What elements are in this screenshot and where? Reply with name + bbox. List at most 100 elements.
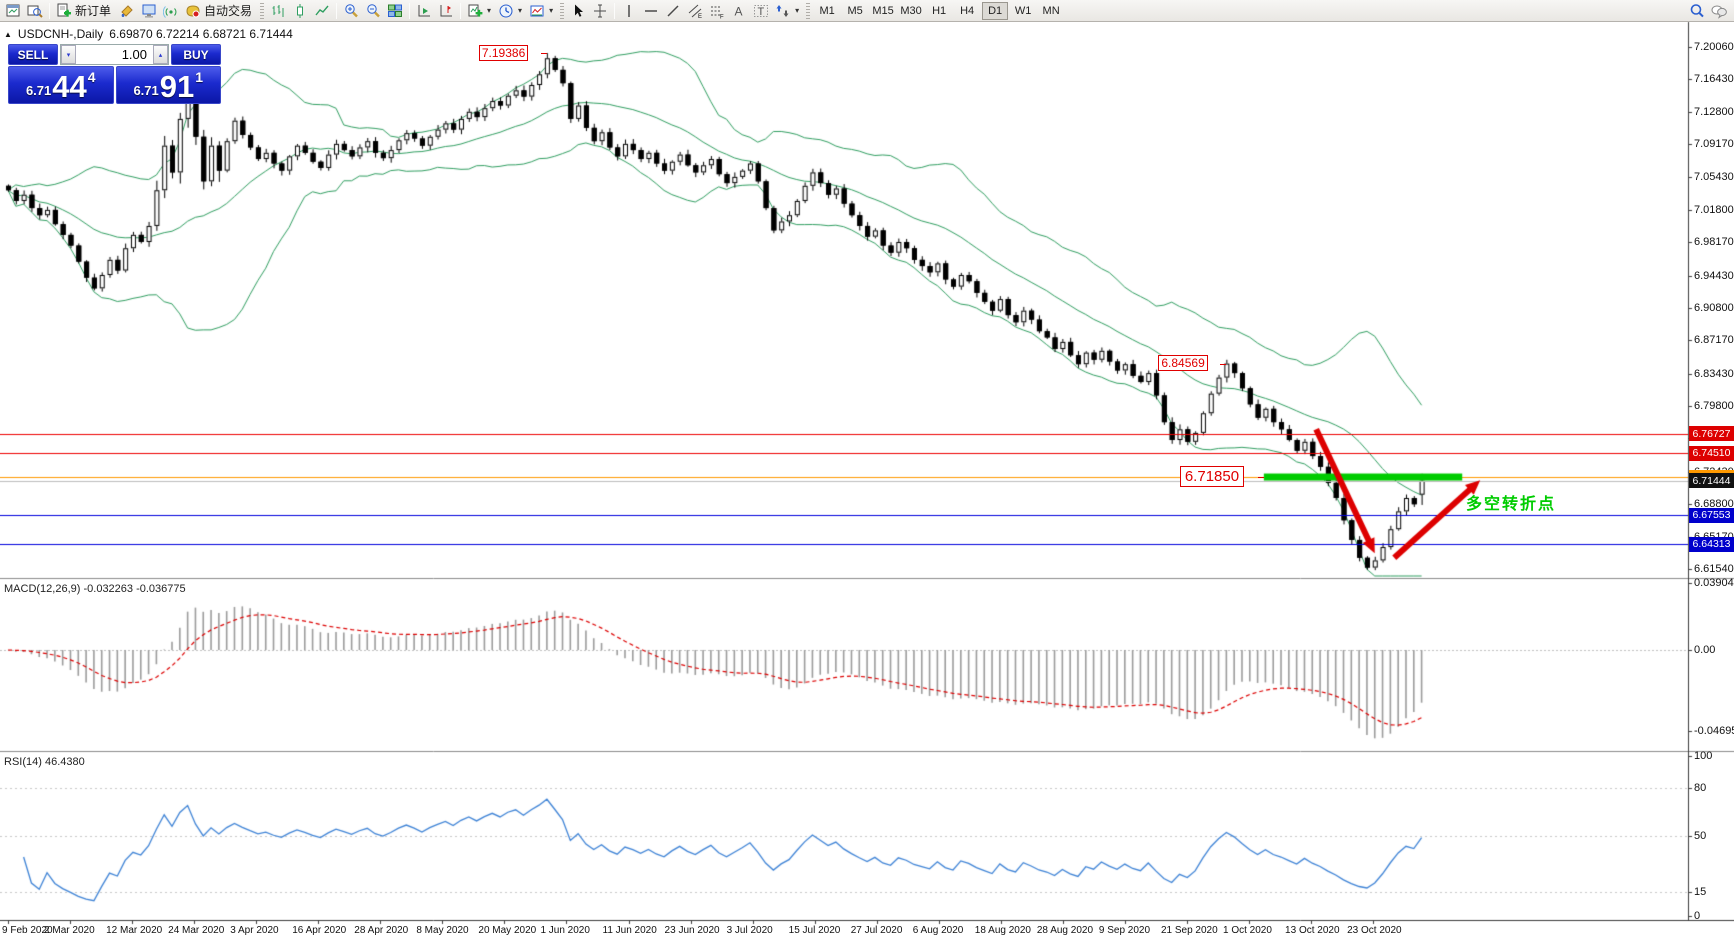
timeframe-w1[interactable]: W1 (1010, 2, 1036, 20)
fibonacci-icon: F (709, 3, 725, 20)
text-label-button[interactable]: T (750, 1, 772, 21)
price-annotation-label: 6.84569 (1158, 355, 1208, 372)
equidistant-channel-button[interactable]: E (684, 1, 706, 21)
caret-up-icon: ▴ (158, 51, 163, 59)
rsi-axis-label: 0 (1694, 910, 1701, 922)
chevron-down-icon[interactable]: ▾ (518, 6, 523, 15)
magnifier-window-button[interactable] (24, 1, 46, 21)
chart-shift-button[interactable] (435, 1, 457, 21)
toolbar-separator (49, 2, 50, 19)
vertical-line-button[interactable] (618, 1, 640, 21)
vertical-line-icon (621, 3, 637, 19)
indicators-button[interactable]: ▾ (464, 1, 495, 21)
timeframe-h4[interactable]: H4 (954, 2, 980, 20)
date-axis-label: 1 Oct 2020 (1223, 925, 1272, 936)
chevron-down-icon[interactable]: ▾ (795, 6, 800, 15)
auto-scroll-button[interactable] (413, 1, 435, 21)
timeframe-mn[interactable]: MN (1038, 2, 1064, 20)
volume-input[interactable]: 1.00 (76, 45, 153, 64)
search-button[interactable] (1686, 1, 1708, 21)
buy-price-display[interactable]: 6.71 91 1 (115, 66, 221, 104)
macd-values: -0.032263 -0.036775 (83, 583, 186, 595)
horizontal-line-icon (643, 3, 659, 19)
price-level-badge: 6.67553 (1689, 507, 1734, 523)
styler-button[interactable] (116, 1, 138, 21)
toolbar-drag-handle[interactable] (806, 2, 811, 19)
templates-button[interactable]: ▾ (526, 1, 557, 21)
candle-chart-button[interactable] (289, 1, 311, 21)
toolbar: 新订单 自动交易 ▾ ▾ ▾ E F A T ▾ M1 M5 M15 M30 H1 H4 D1 W1 MN (0, 0, 1734, 22)
rsi-axis-label: 50 (1694, 830, 1707, 842)
timeframe-d1[interactable]: D1 (982, 1, 1009, 20)
trendline-button[interactable] (662, 1, 684, 21)
rsi-pane-label: RSI(14) 46.4380 (4, 756, 85, 768)
chat-icon (1711, 3, 1727, 19)
date-axis-label: 6 Aug 2020 (912, 925, 964, 936)
date-axis-label: 23 Oct 2020 (1347, 925, 1402, 936)
zoom-in-button[interactable] (340, 1, 362, 21)
chevron-down-icon[interactable]: ▾ (487, 6, 492, 15)
volume-control: ▾ 1.00 ▴ (60, 44, 169, 65)
line-chart-button[interactable] (311, 1, 333, 21)
timeframe-m5[interactable]: M5 (842, 2, 868, 20)
toolbar-drag-handle[interactable] (560, 2, 565, 19)
sell-button[interactable]: SELL (8, 44, 58, 65)
timeframe-m15[interactable]: M15 (870, 2, 896, 20)
timeframe-h1[interactable]: H1 (926, 2, 952, 20)
date-axis-label: 11 Jun 2020 (602, 925, 657, 936)
toolbar-separator (460, 2, 462, 19)
terminal-icon (141, 3, 157, 19)
price-axis-label: 6.79800 (1694, 400, 1734, 413)
price-axis-label: 6.61540 (1694, 562, 1734, 575)
chart-shift-icon (438, 3, 454, 19)
periods-button[interactable]: ▾ (495, 1, 526, 21)
toolbar-separator (614, 2, 616, 19)
chart-ohlc-values: 6.69870 6.72214 6.68721 6.71444 (109, 27, 293, 41)
chat-button[interactable] (1708, 1, 1730, 21)
arrows-button[interactable]: ▾ (772, 1, 803, 21)
chevron-down-icon[interactable]: ▾ (549, 6, 554, 15)
horizontal-line-button[interactable] (640, 1, 662, 21)
new-order-label: 新订单 (75, 4, 112, 18)
new-order-button[interactable]: 新订单 (53, 1, 116, 21)
crosshair-icon (592, 3, 608, 19)
equidistant-channel-icon: E (687, 3, 703, 20)
macd-pane-label: MACD(12,26,9) -0.032263 -0.036775 (4, 583, 186, 595)
macd-axis-label: 0.00 (1694, 644, 1716, 656)
price-axis-label: 6.98170 (1694, 236, 1734, 249)
chart-window-button[interactable] (2, 1, 24, 21)
svg-text:F: F (720, 14, 724, 19)
price-level-badge: 6.71444 (1689, 473, 1734, 489)
date-axis-label: 20 May 2020 (478, 925, 537, 936)
date-axis-label: 24 Mar 2020 (168, 925, 225, 936)
crosshair-button[interactable] (589, 1, 611, 21)
tile-windows-button[interactable] (384, 1, 406, 21)
autotrade-button[interactable]: 自动交易 (182, 1, 257, 21)
zoom-in-icon (343, 3, 359, 19)
timeframe-m1[interactable]: M1 (814, 2, 840, 20)
annotation-note: 多空转折点 (1466, 496, 1557, 513)
volume-decrease-button[interactable]: ▾ (61, 45, 76, 64)
price-annotation-label: 6.71850 (1179, 466, 1245, 488)
bar-chart-button[interactable] (267, 1, 289, 21)
signals-button[interactable] (160, 1, 182, 21)
rsi-value: 46.4380 (44, 756, 85, 768)
buy-price-sup: 1 (195, 69, 204, 85)
terminal-button[interactable] (138, 1, 160, 21)
text-button[interactable]: A (728, 1, 750, 21)
collapse-triangle-icon: ▲ (4, 29, 12, 39)
buy-button[interactable]: BUY (171, 44, 221, 65)
cursor-button[interactable] (567, 1, 589, 21)
periods-icon (498, 3, 514, 19)
sell-price-display[interactable]: 6.71 44 4 (8, 66, 114, 104)
price-level-badge: 6.64313 (1689, 536, 1734, 552)
tile-windows-icon (387, 3, 403, 19)
candle-chart-icon (292, 3, 308, 19)
fibonacci-button[interactable]: F (706, 1, 728, 21)
chart-symbol-period: USDCNH-,Daily (17, 27, 104, 41)
timeframe-m30[interactable]: M30 (898, 2, 924, 20)
zoom-out-button[interactable] (362, 1, 384, 21)
toolbar-drag-handle[interactable] (260, 2, 265, 19)
volume-increase-button[interactable]: ▴ (153, 45, 168, 64)
